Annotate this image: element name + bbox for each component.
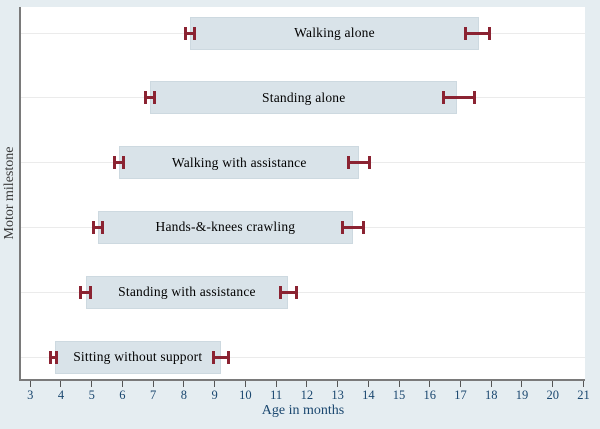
x-tick-mark bbox=[429, 381, 431, 387]
x-tick-label: 8 bbox=[180, 388, 188, 402]
x-tick-mark bbox=[275, 381, 277, 387]
error-bar-part bbox=[211, 355, 230, 359]
x-tick-mark bbox=[152, 381, 154, 387]
x-tick-mark bbox=[337, 381, 339, 387]
x-tick-label: 13 bbox=[331, 388, 344, 402]
milestone-bar: Hands-&-knees crawling bbox=[97, 210, 353, 244]
x-tick-label: 11 bbox=[270, 388, 283, 402]
milestone-bar-label: Walking alone bbox=[294, 25, 375, 40]
x-tick-mark bbox=[460, 381, 462, 387]
error-bar-end bbox=[442, 91, 476, 105]
x-tick-mark bbox=[91, 381, 93, 387]
error-bar-part bbox=[442, 96, 476, 100]
error-bar-part bbox=[113, 161, 126, 165]
x-tick-mark bbox=[552, 381, 554, 387]
x-tick-label: 6 bbox=[119, 388, 126, 402]
error-bar-end bbox=[279, 285, 298, 299]
x-tick-label: 5 bbox=[88, 388, 95, 402]
x-tick-label: 19 bbox=[515, 388, 529, 402]
error-bar-part bbox=[91, 225, 104, 229]
x-tick-label: 20 bbox=[546, 388, 559, 402]
plot-area: Walking alone Standing alone Walking with … bbox=[19, 7, 585, 381]
x-axis-label: Age in months bbox=[261, 403, 345, 418]
error-bar-start bbox=[113, 156, 126, 170]
error-bar-end bbox=[340, 220, 366, 234]
milestone-bar-label: Standing alone bbox=[262, 89, 346, 105]
error-bar-part bbox=[48, 355, 58, 359]
x-tick-mark bbox=[398, 381, 400, 387]
error-bar-part bbox=[79, 290, 92, 294]
x-tick-label: 16 bbox=[423, 388, 437, 402]
category-gridline bbox=[21, 356, 585, 358]
error-bar-end bbox=[463, 26, 492, 40]
x-tick-mark bbox=[183, 381, 185, 387]
milestone-bar: Standing with assistance bbox=[85, 275, 289, 309]
x-axis: 3 4 5 6 7 8 9 10 11 12 13 14 15 16 17 18 19 20 21 bbox=[21, 381, 590, 403]
x-tick-mark bbox=[121, 381, 123, 387]
error-bar-start bbox=[143, 91, 157, 105]
x-tick-mark bbox=[490, 381, 492, 387]
error-bar-start bbox=[48, 350, 58, 364]
x-tick-label: 15 bbox=[392, 388, 406, 402]
error-bar-start bbox=[79, 285, 92, 299]
error-bar-end bbox=[346, 156, 372, 170]
x-tick-label: 17 bbox=[454, 388, 467, 402]
error-bar-part bbox=[463, 31, 492, 35]
x-tick-label: 21 bbox=[577, 388, 590, 402]
x-tick-mark bbox=[306, 381, 308, 387]
error-bar-part bbox=[346, 161, 372, 165]
error-bar-part bbox=[143, 96, 157, 100]
x-tick-mark bbox=[244, 381, 246, 387]
x-tick-label: 7 bbox=[150, 388, 157, 402]
error-bar-end bbox=[211, 350, 230, 364]
milestone-bar-label: Standing with assistance bbox=[118, 284, 256, 300]
x-tick-label: 14 bbox=[362, 388, 375, 402]
x-tick-label: 4 bbox=[57, 388, 65, 402]
x-tick-label: 9 bbox=[211, 388, 218, 402]
error-bar-part bbox=[279, 290, 298, 294]
y-axis-label: Motor milestone bbox=[2, 146, 17, 240]
x-tick-mark bbox=[29, 381, 31, 387]
milestone-bar: Walking with assistance bbox=[119, 146, 360, 180]
x-tick-mark bbox=[367, 381, 369, 387]
milestone-bar: Standing alone bbox=[150, 81, 458, 115]
x-tick-mark bbox=[60, 381, 62, 387]
category-gridline bbox=[21, 291, 585, 293]
x-tick-label: 3 bbox=[27, 388, 34, 402]
error-bar-start bbox=[183, 26, 197, 40]
error-bar-part bbox=[340, 225, 366, 229]
milestone-bar-label: Sitting without support bbox=[73, 349, 203, 364]
x-tick-label: 18 bbox=[485, 388, 498, 402]
x-tick-mark bbox=[582, 381, 584, 387]
error-bar-start bbox=[91, 220, 104, 234]
x-tick-mark bbox=[214, 381, 216, 387]
x-tick-label: 12 bbox=[300, 388, 314, 402]
x-tick-label: 10 bbox=[239, 388, 252, 402]
x-tick-mark bbox=[521, 381, 523, 387]
milestone-bar-label: Hands-&-knees crawling bbox=[155, 219, 296, 235]
milestone-bar: Sitting without support bbox=[54, 340, 221, 374]
milestone-bar: Walking alone bbox=[190, 16, 479, 50]
milestone-bar-label: Walking with assistance bbox=[171, 154, 307, 170]
error-bar-part bbox=[183, 31, 197, 35]
